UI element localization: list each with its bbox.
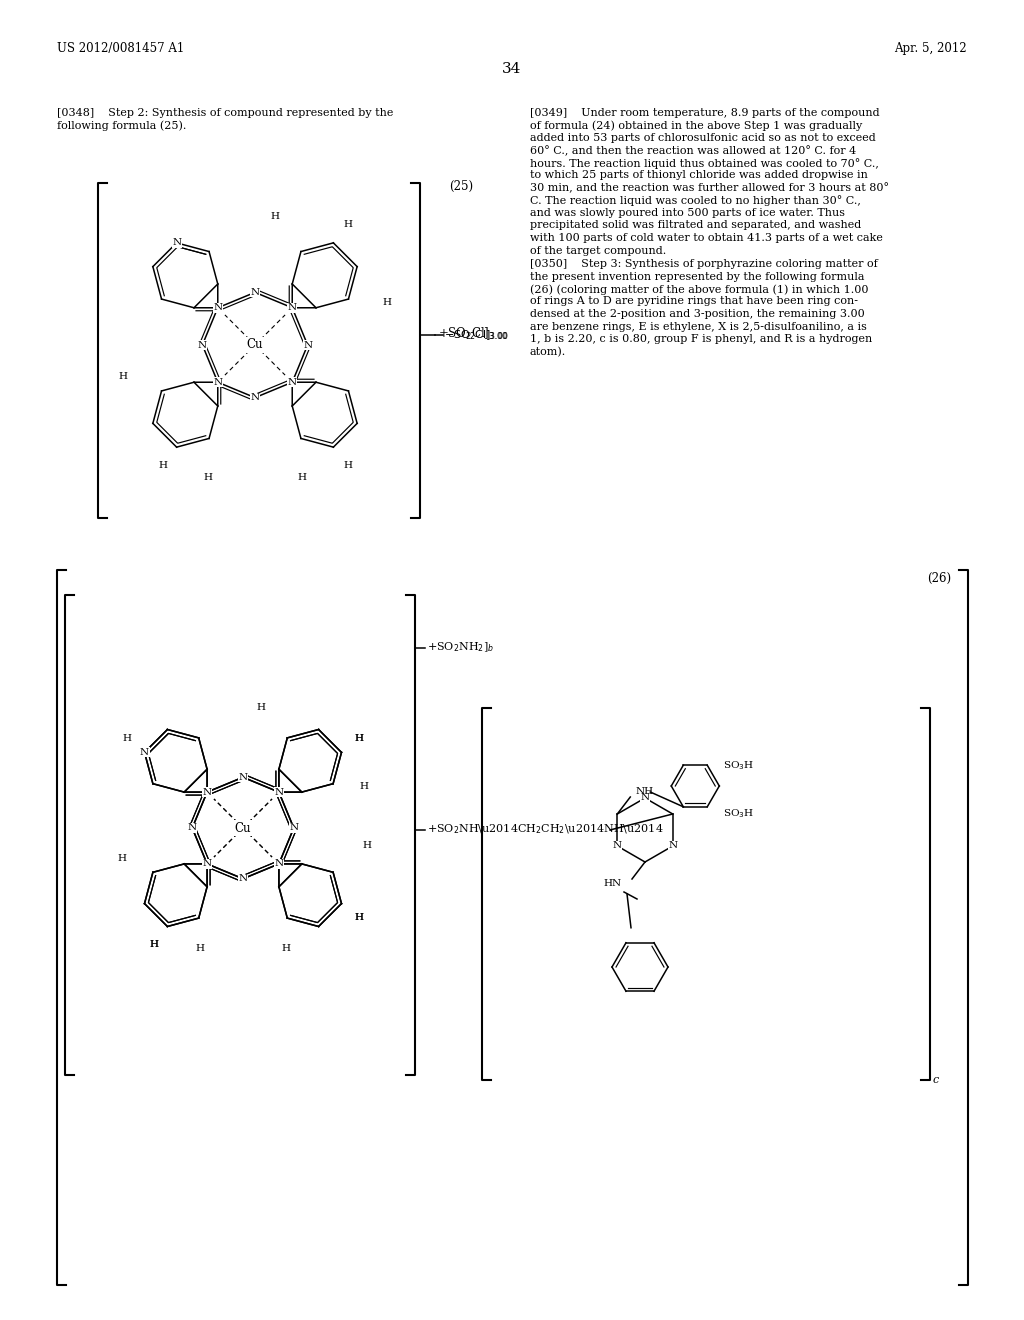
Text: Cu: Cu <box>234 821 251 834</box>
Text: N: N <box>187 824 197 833</box>
Text: to which 25 parts of thionyl chloride was added dropwise in: to which 25 parts of thionyl chloride wa… <box>530 170 868 181</box>
Text: atom).: atom). <box>530 346 566 356</box>
Text: N: N <box>288 378 297 387</box>
Text: N: N <box>274 859 284 869</box>
Text: N: N <box>203 859 212 869</box>
Text: H: H <box>204 473 212 482</box>
Text: N: N <box>668 842 677 850</box>
Text: 34: 34 <box>503 62 521 77</box>
Text: of formula (24) obtained in the above Step 1 was gradually: of formula (24) obtained in the above St… <box>530 120 862 131</box>
Text: H: H <box>343 461 352 470</box>
Text: +SO$_2$NH$_2$]$_b$: +SO$_2$NH$_2$]$_b$ <box>427 640 495 653</box>
Text: N: N <box>203 788 212 796</box>
Text: H: H <box>354 734 364 743</box>
Text: hours. The reaction liquid thus obtained was cooled to 70° C.,: hours. The reaction liquid thus obtained… <box>530 158 879 169</box>
Text: SO$_3$H: SO$_3$H <box>723 808 755 821</box>
Text: H: H <box>270 211 280 220</box>
Text: N: N <box>289 824 298 833</box>
Text: H: H <box>282 945 291 953</box>
Text: N: N <box>239 772 248 781</box>
Text: US 2012/0081457 A1: US 2012/0081457 A1 <box>57 42 184 55</box>
Text: H: H <box>343 220 352 228</box>
Text: N: N <box>251 393 259 403</box>
Text: H: H <box>383 298 391 308</box>
Text: N: N <box>239 874 248 883</box>
Text: the present invention represented by the following formula: the present invention represented by the… <box>530 272 864 281</box>
Text: H: H <box>158 461 167 470</box>
Text: H: H <box>150 940 159 949</box>
Text: +SO$_2$Cl]$_{3.00}$: +SO$_2$Cl]$_{3.00}$ <box>438 326 508 342</box>
Text: H: H <box>354 912 364 921</box>
Text: Apr. 5, 2012: Apr. 5, 2012 <box>894 42 967 55</box>
Text: +SO$_2$NH\u2014CH$_2$CH$_2$\u2014NH\u2014: +SO$_2$NH\u2014CH$_2$CH$_2$\u2014NH\u201… <box>427 822 664 836</box>
Text: N: N <box>274 788 284 796</box>
Text: of the target compound.: of the target compound. <box>530 246 667 256</box>
Text: precipitated solid was filtrated and separated, and washed: precipitated solid was filtrated and sep… <box>530 220 861 231</box>
Text: SO$_3$H: SO$_3$H <box>723 759 755 772</box>
Text: H: H <box>150 940 159 949</box>
Text: C. The reaction liquid was cooled to no higher than 30° C.,: C. The reaction liquid was cooled to no … <box>530 195 861 206</box>
Text: 30 min, and the reaction was further allowed for 3 hours at 80°: 30 min, and the reaction was further all… <box>530 183 889 194</box>
Text: H: H <box>122 734 131 743</box>
Text: and was slowly poured into 500 parts of ice water. Thus: and was slowly poured into 500 parts of … <box>530 209 845 218</box>
Text: H: H <box>359 783 369 792</box>
Text: [0350]    Step 3: Synthesis of porphyrazine coloring matter of: [0350] Step 3: Synthesis of porphyrazine… <box>530 259 878 269</box>
Text: N: N <box>198 341 207 350</box>
Text: are benzene rings, E is ethylene, X is 2,5-disulfoanilino, a is: are benzene rings, E is ethylene, X is 2… <box>530 322 867 331</box>
Text: following formula (25).: following formula (25). <box>57 120 186 131</box>
Text: H: H <box>119 372 127 381</box>
Text: 60° C., and then the reaction was allowed at 120° C. for 4: 60° C., and then the reaction was allowe… <box>530 145 856 156</box>
Text: [0348]    Step 2: Synthesis of compound represented by the: [0348] Step 2: Synthesis of compound rep… <box>57 108 393 117</box>
Text: H: H <box>118 854 127 863</box>
Text: H: H <box>196 945 205 953</box>
Text: N: N <box>274 859 284 869</box>
Text: N: N <box>274 788 284 796</box>
Text: 1, b is 2.20, c is 0.80, group F is phenyl, and R is a hydrogen: 1, b is 2.20, c is 0.80, group F is phen… <box>530 334 872 345</box>
Text: N: N <box>203 788 212 796</box>
Text: N: N <box>289 824 298 833</box>
Text: N: N <box>239 772 248 781</box>
Text: N: N <box>140 748 150 756</box>
Text: H: H <box>354 912 364 921</box>
Text: N: N <box>251 288 259 297</box>
Text: (26) (coloring matter of the above formula (1) in which 1.00: (26) (coloring matter of the above formu… <box>530 284 868 294</box>
Text: H: H <box>256 702 265 711</box>
Text: of rings A to D are pyridine rings that have been ring con-: of rings A to D are pyridine rings that … <box>530 297 858 306</box>
Text: N: N <box>213 378 222 387</box>
Text: (25): (25) <box>449 180 473 193</box>
Text: [0349]    Under room temperature, 8.9 parts of the compound: [0349] Under room temperature, 8.9 parts… <box>530 108 880 117</box>
Text: added into 53 parts of chlorosulfonic acid so as not to exceed: added into 53 parts of chlorosulfonic ac… <box>530 133 876 143</box>
Text: H: H <box>354 734 364 743</box>
Text: with 100 parts of cold water to obtain 41.3 parts of a wet cake: with 100 parts of cold water to obtain 4… <box>530 234 883 243</box>
Text: H: H <box>298 473 306 482</box>
Text: Cu: Cu <box>234 821 251 834</box>
Text: N: N <box>239 874 248 883</box>
Text: N: N <box>172 239 181 247</box>
Text: N: N <box>303 341 312 350</box>
Text: c: c <box>933 1074 939 1085</box>
Text: densed at the 2-position and 3-position, the remaining 3.00: densed at the 2-position and 3-position,… <box>530 309 864 319</box>
Text: N: N <box>213 304 222 313</box>
Text: (26): (26) <box>927 572 951 585</box>
Text: $\mathregular{-SO_2Cl]}_{3.00}$: $\mathregular{-SO_2Cl]}_{3.00}$ <box>444 329 509 342</box>
Text: N: N <box>288 304 297 313</box>
Text: N: N <box>640 793 649 803</box>
Text: HN: HN <box>604 879 622 888</box>
Text: N: N <box>187 824 197 833</box>
Text: N: N <box>203 859 212 869</box>
Text: Cu: Cu <box>247 338 263 351</box>
Text: H: H <box>362 842 372 850</box>
Text: N: N <box>612 842 622 850</box>
Text: NH: NH <box>635 788 653 796</box>
